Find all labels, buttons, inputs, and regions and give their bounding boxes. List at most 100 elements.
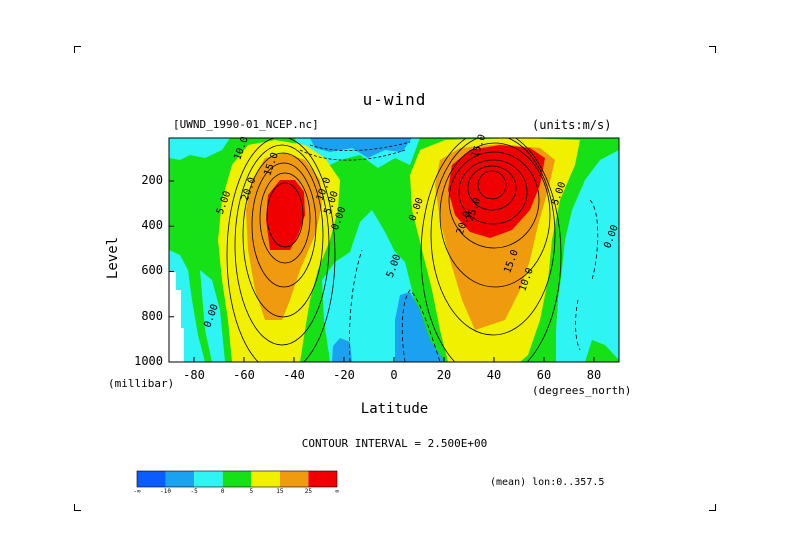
x-tick-label: -40 [283,368,305,382]
x-tick-label: 60 [536,368,552,382]
x-tick-label: 20 [436,368,452,382]
contour-line-negative [401,289,441,362]
x-axis-unit: (degrees_north) [532,384,632,397]
fill-band-nh-jet-15-25 [435,144,555,330]
y-tick-label: 200 [141,172,163,187]
corner-mark-top-right [709,46,716,53]
y-axis-label: Level [105,236,122,280]
contour-label: 5.00 [385,253,404,279]
fill-band-sh-polar-easterly [169,250,205,362]
fill-band-nh-high-lat-easterly [556,150,619,362]
colorbar-label: -5 [190,488,198,495]
contour-label-layer: 10.015.020.05.0010.05.000.000.005.000.00… [202,133,621,329]
y-tick-label: 600 [141,263,163,278]
colorbar-label: 15 [276,488,284,495]
contour-label: 10.0 [232,135,251,161]
corner-mark-top-left [74,46,81,53]
contour-line [458,159,528,225]
y-axis-unit: (millibar) [108,377,175,390]
colorbar-segment [308,471,337,487]
colorbar-outline [136,470,338,488]
corner-mark-bottom-left [74,504,81,511]
fill-band-tropics-easterly [322,210,428,362]
contour-label: 10.0 [517,266,536,292]
mean-longitude-label: (mean) lon:0..357.5 [490,477,605,488]
contour-interval-text: CONTOUR INTERVAL = 2.500E+00 [301,437,488,450]
colorbar-segment [194,471,223,487]
units-label: (units:m/s) [532,118,612,132]
contour-line-negative [299,141,411,161]
contour-label: 15.0 [262,151,281,177]
plot-frame [168,137,620,363]
colorbar-label: 0 [220,488,225,495]
contour-label: 5.00 [215,190,234,216]
fill-band-sh-polar-easterly-2 [200,270,225,362]
contour-label: 25.0 [465,196,484,222]
contour-line [439,142,551,288]
contour-label: 10.0 [315,176,334,202]
contour-line [234,144,330,346]
contour-line [251,162,317,288]
no-data-area [169,272,184,362]
fill-band-0-5 [169,138,619,362]
contour-line [467,165,517,211]
y-tick-label: 400 [141,218,163,233]
fill-band-upper-easterly-strong [310,138,412,158]
fill-band-sh-jet-5-15 [218,140,340,362]
y-tick-label: 800 [141,308,163,323]
chart-title: u-wind [362,90,427,109]
fill-band-lower-easterly-10n [395,292,445,362]
contour-line [226,138,336,362]
x-tick-label: -20 [333,368,355,382]
colorbar-label: 5 [249,488,254,495]
fill-band-lower-easterly-15s [332,338,352,362]
filled-contours [169,138,619,362]
colorbar-label: ∞ [335,488,339,495]
x-tick-label: -80 [183,368,205,382]
colorbar-segment [165,471,195,487]
source-file-label: [UWND_1990-01_NCEP.nc] [173,118,319,131]
fill-band-nh-jet-core [448,145,545,238]
contour-line-negative [349,249,363,362]
y-tick-label: 1000 [134,354,163,368]
fill-band-upper-easterly [295,138,420,170]
contour-label: 15.0 [470,133,489,159]
contour-line [420,138,562,362]
corner-mark-bottom-right [709,504,716,511]
x-tick-label: 0 [390,368,398,382]
colorbar-label: 25 [304,488,313,495]
fill-band-sh-jet-15-25 [246,153,322,320]
contour-label: 0.00 [330,205,349,231]
contour-line-negative [589,199,599,281]
contour-line [430,138,556,336]
contour-lines [226,138,599,362]
contour-line [448,151,540,249]
contour-line-negative [575,299,581,351]
contour-line [242,152,324,318]
x-axis-label: Latitude [360,401,429,417]
colorbar-segment [222,471,252,487]
contour-label: 20.0 [455,210,474,236]
colorbar-label: -10 [160,488,171,495]
x-tick-label: 80 [586,368,602,382]
x-tick-label: 40 [486,368,502,382]
axis-ticks [169,180,595,363]
contour-label: 0.00 [407,196,426,222]
x-tick-label: -60 [233,368,255,382]
colorbar [136,470,338,488]
fill-band-nh-jet-5-15 [410,138,580,362]
colorbar-segment [279,471,309,487]
fill-band-sh-upper-cyan [169,138,230,160]
contour-label: 5.00 [322,190,341,216]
fill-band-sh-jet-core [266,180,305,250]
contour-line [266,182,304,248]
colorbar-label: -∞ [133,488,141,495]
contour-label: 5.00 [550,181,569,207]
colorbar-segment [137,471,166,487]
contour-line [259,172,311,264]
colorbar-segment [251,471,280,487]
contour-label: 0.00 [602,223,621,249]
contour-label: 20.0 [240,176,259,202]
contour-line [477,170,507,200]
contour-label: 0.00 [202,303,221,329]
